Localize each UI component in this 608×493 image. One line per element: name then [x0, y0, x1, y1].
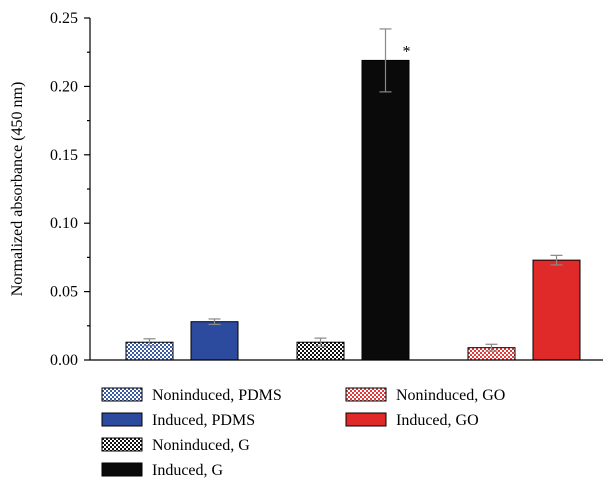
- legend-label: Induced, PDMS: [152, 412, 255, 429]
- legend-label: Induced, GO: [396, 412, 479, 429]
- legend-item: Noninduced, G: [101, 437, 250, 454]
- legend-label: Noninduced, G: [152, 437, 250, 454]
- legend-label: Noninduced, GO: [396, 387, 505, 404]
- error-bar: [379, 28, 392, 93]
- bar-induced-go: [532, 259, 581, 361]
- y-tick-label: 0.25: [50, 10, 78, 27]
- legend-item: Noninduced, GO: [345, 387, 505, 404]
- y-axis-label: Normalized absorbance (450 nm): [9, 82, 26, 297]
- legend: Noninduced, PDMS Induced, PDMS Noninduced,…: [101, 387, 505, 479]
- legend-item: Induced, G: [101, 462, 224, 479]
- legend-swatch: [101, 462, 143, 477]
- plot-area: *: [125, 28, 581, 361]
- y-tick-label: 0.05: [50, 284, 78, 301]
- legend-item: Induced, PDMS: [101, 412, 255, 429]
- legend-swatch: [345, 387, 387, 402]
- y-tick-label: 0.15: [50, 147, 78, 164]
- y-tick-label: 0.20: [50, 78, 78, 95]
- error-bar: [143, 338, 156, 347]
- error-bar: [485, 343, 498, 352]
- legend-label: Induced, G: [152, 462, 224, 479]
- y-axis: 0.00 0.05 0.10 0.15 0.20 0.25: [50, 10, 603, 369]
- y-tick-label: 0.10: [50, 215, 78, 232]
- bar-induced-g: [361, 59, 410, 361]
- legend-swatch: [101, 437, 143, 452]
- error-bar: [314, 337, 327, 347]
- legend-swatch: [101, 387, 143, 402]
- significance-marker: *: [403, 43, 411, 60]
- error-bar: [208, 318, 221, 326]
- error-bar: [550, 254, 563, 266]
- legend-item: Noninduced, PDMS: [101, 387, 282, 404]
- legend-swatch: [101, 412, 143, 427]
- y-tick-label: 0.00: [50, 352, 78, 369]
- legend-item: Induced, GO: [345, 412, 479, 429]
- bar-induced-pdms: [190, 321, 239, 361]
- legend-label: Noninduced, PDMS: [152, 387, 282, 404]
- legend-swatch: [345, 412, 387, 427]
